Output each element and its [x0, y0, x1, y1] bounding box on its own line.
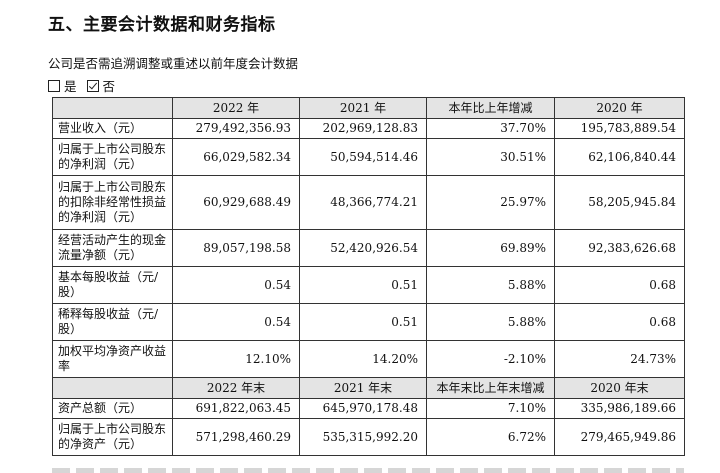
- cut-off-text-line: [52, 468, 684, 473]
- header-cell: 2022 年: [172, 97, 300, 119]
- cell-2022: 0.54: [172, 266, 300, 304]
- cell-2020: 24.73%: [554, 340, 685, 378]
- row-label: 经营活动产生的现金流量净额（元）: [52, 229, 173, 267]
- cell-change: 6.72%: [426, 418, 555, 456]
- cell-2021-end: 535,315,992.20: [299, 418, 427, 456]
- cell-2020: 0.68: [554, 266, 685, 304]
- cell-2022: 66,029,582.34: [172, 138, 300, 176]
- cell-2022: 89,057,198.58: [172, 229, 300, 267]
- table-row: 加权平均净资产收益率 12.10% 14.20% -2.10% 24.73%: [52, 340, 685, 378]
- header-cell: 2022 年末: [172, 377, 300, 399]
- header-cell: 2020 年: [554, 97, 685, 119]
- section-heading: 五、主要会计数据和财务指标: [48, 15, 276, 35]
- cell-2021: 0.51: [299, 303, 427, 341]
- cell-2020: 62,106,840.44: [554, 138, 685, 176]
- table-header-row: 2022 年 2021 年 本年比上年增减 2020 年: [52, 97, 685, 119]
- table-row: 归属于上市公司股东的净资产（元） 571,298,460.29 535,315,…: [52, 418, 685, 456]
- cell-2022-end: 571,298,460.29: [172, 418, 300, 456]
- row-label: 归属于上市公司股东的净资产（元）: [52, 418, 173, 456]
- cell-2020-end: 335,986,189.66: [554, 398, 685, 419]
- cell-change: 5.88%: [426, 266, 555, 304]
- cell-2020-end: 279,465,949.86: [554, 418, 685, 456]
- row-label: 稀释每股收益（元/股）: [52, 303, 173, 341]
- cell-change: 37.70%: [426, 118, 555, 139]
- cell-2021: 50,594,514.46: [299, 138, 427, 176]
- checkbox-yes[interactable]: [48, 79, 60, 92]
- cell-2021-end: 645,970,178.48: [299, 398, 427, 419]
- cell-2022: 12.10%: [172, 340, 300, 378]
- row-label: 归属于上市公司股东的净利润（元）: [52, 138, 173, 176]
- cell-change: 69.89%: [426, 229, 555, 267]
- checkbox-no[interactable]: [86, 79, 99, 92]
- cell-2022: 60,929,688.49: [172, 175, 300, 230]
- table-row: 归属于上市公司股东的净利润（元） 66,029,582.34 50,594,51…: [52, 138, 685, 176]
- cell-2022-end: 691,822,063.45: [172, 398, 300, 419]
- restatement-question: 公司是否需追溯调整或重述以前年度会计数据: [48, 56, 299, 71]
- row-label: 资产总额（元）: [52, 398, 173, 419]
- header-cell: 2021 年: [299, 97, 427, 119]
- cell-2021: 202,969,128.83: [299, 118, 427, 139]
- header-cell: 本年比上年增减: [426, 97, 555, 119]
- choice-yes-label: 是: [64, 79, 77, 94]
- cell-2021: 14.20%: [299, 340, 427, 378]
- header-cell: 2021 年末: [299, 377, 427, 399]
- cell-change: 7.10%: [426, 398, 555, 419]
- financial-indicators-table: 2022 年 2021 年 本年比上年增减 2020 年 营业收入（元） 279…: [52, 97, 685, 456]
- cell-2022: 279,492,356.93: [172, 118, 300, 139]
- table-row: 基本每股收益（元/股） 0.54 0.51 5.88% 0.68: [52, 266, 685, 304]
- cell-2020: 92,383,626.68: [554, 229, 685, 267]
- cell-2020: 195,783,889.54: [554, 118, 685, 139]
- cell-2022: 0.54: [172, 303, 300, 341]
- choice-no-label: 否: [102, 79, 116, 94]
- table-header-row: 2022 年末 2021 年末 本年末比上年末增减 2020 年末: [52, 377, 685, 399]
- table-row: 归属于上市公司股东的扣除非经常性损益的净利润（元） 60,929,688.49 …: [52, 175, 685, 230]
- table-row: 营业收入（元） 279,492,356.93 202,969,128.83 37…: [52, 118, 685, 139]
- cell-2020: 0.68: [554, 303, 685, 341]
- cell-2021: 48,366,774.21: [299, 175, 427, 230]
- cell-change: 5.88%: [426, 303, 555, 341]
- row-label: 归属于上市公司股东的扣除非经常性损益的净利润（元）: [52, 175, 173, 230]
- cell-2021: 52,420,926.54: [299, 229, 427, 267]
- cell-change: -2.10%: [426, 340, 555, 378]
- header-cell: 本年末比上年末增减: [426, 377, 555, 399]
- table-row: 稀释每股收益（元/股） 0.54 0.51 5.88% 0.68: [52, 303, 685, 341]
- restatement-choices: 是 否: [48, 76, 115, 95]
- cell-2021: 0.51: [299, 266, 427, 304]
- header-blank-cell: [52, 377, 173, 399]
- header-blank-cell: [52, 97, 173, 119]
- table-row: 资产总额（元） 691,822,063.45 645,970,178.48 7.…: [52, 398, 685, 419]
- cell-change: 25.97%: [426, 175, 555, 230]
- row-label: 基本每股收益（元/股）: [52, 266, 173, 304]
- header-cell: 2020 年末: [554, 377, 685, 399]
- cell-change: 30.51%: [426, 138, 555, 176]
- table-row: 经营活动产生的现金流量净额（元） 89,057,198.58 52,420,92…: [52, 229, 685, 267]
- cell-2020: 58,205,945.84: [554, 175, 685, 230]
- row-label: 加权平均净资产收益率: [52, 340, 173, 378]
- row-label: 营业收入（元）: [52, 118, 173, 139]
